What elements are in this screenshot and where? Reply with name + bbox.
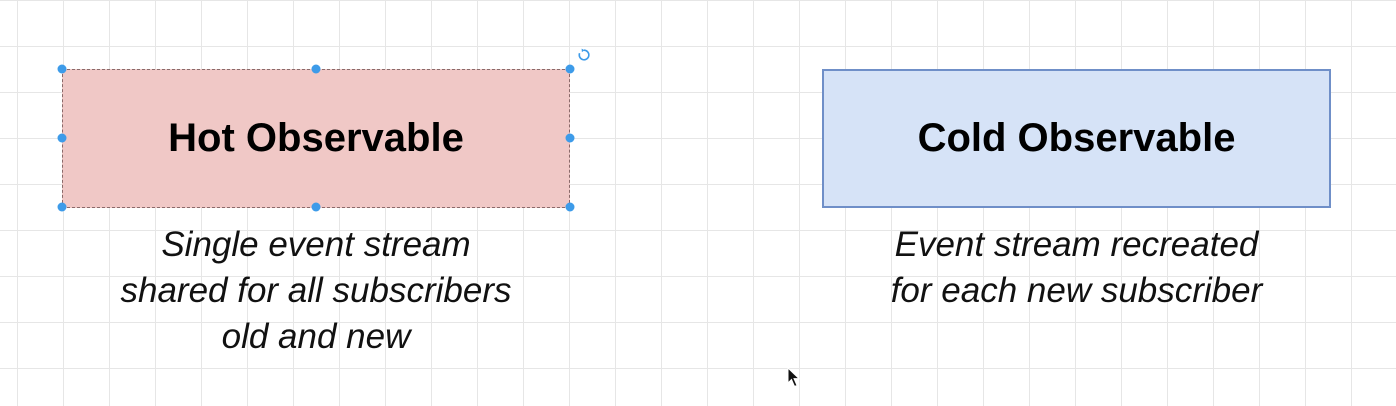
mouse-cursor-icon bbox=[787, 367, 801, 388]
hot-observable-title: Hot Observable bbox=[168, 116, 464, 160]
cold-caption-line-1: Event stream recreated bbox=[894, 225, 1259, 264]
cold-observable-box[interactable]: Cold Observable bbox=[822, 69, 1331, 208]
hot-caption-line-1: Single event stream bbox=[161, 225, 471, 264]
selection-handle-bottom-right[interactable] bbox=[565, 202, 575, 212]
cold-observable-title: Cold Observable bbox=[917, 116, 1236, 160]
rotate-handle-icon[interactable] bbox=[577, 48, 591, 62]
cold-observable-caption: Event stream recreated for each new subs… bbox=[822, 222, 1331, 314]
selection-handle-top-left[interactable] bbox=[57, 64, 67, 74]
hot-observable-caption: Single event stream shared for all subsc… bbox=[62, 222, 570, 360]
selection-handle-middle-right[interactable] bbox=[565, 133, 575, 143]
selection-handle-bottom-left[interactable] bbox=[57, 202, 67, 212]
hot-caption-line-3: old and new bbox=[221, 317, 411, 356]
selection-handle-bottom-middle[interactable] bbox=[311, 202, 321, 212]
selection-handle-middle-left[interactable] bbox=[57, 133, 67, 143]
cold-caption-line-2: for each new subscriber bbox=[890, 271, 1263, 310]
hot-observable-box[interactable]: Hot Observable bbox=[62, 69, 570, 208]
selection-handle-top-right[interactable] bbox=[565, 64, 575, 74]
hot-caption-line-2: shared for all subscribers bbox=[120, 271, 512, 310]
selection-handle-top-middle[interactable] bbox=[311, 64, 321, 74]
